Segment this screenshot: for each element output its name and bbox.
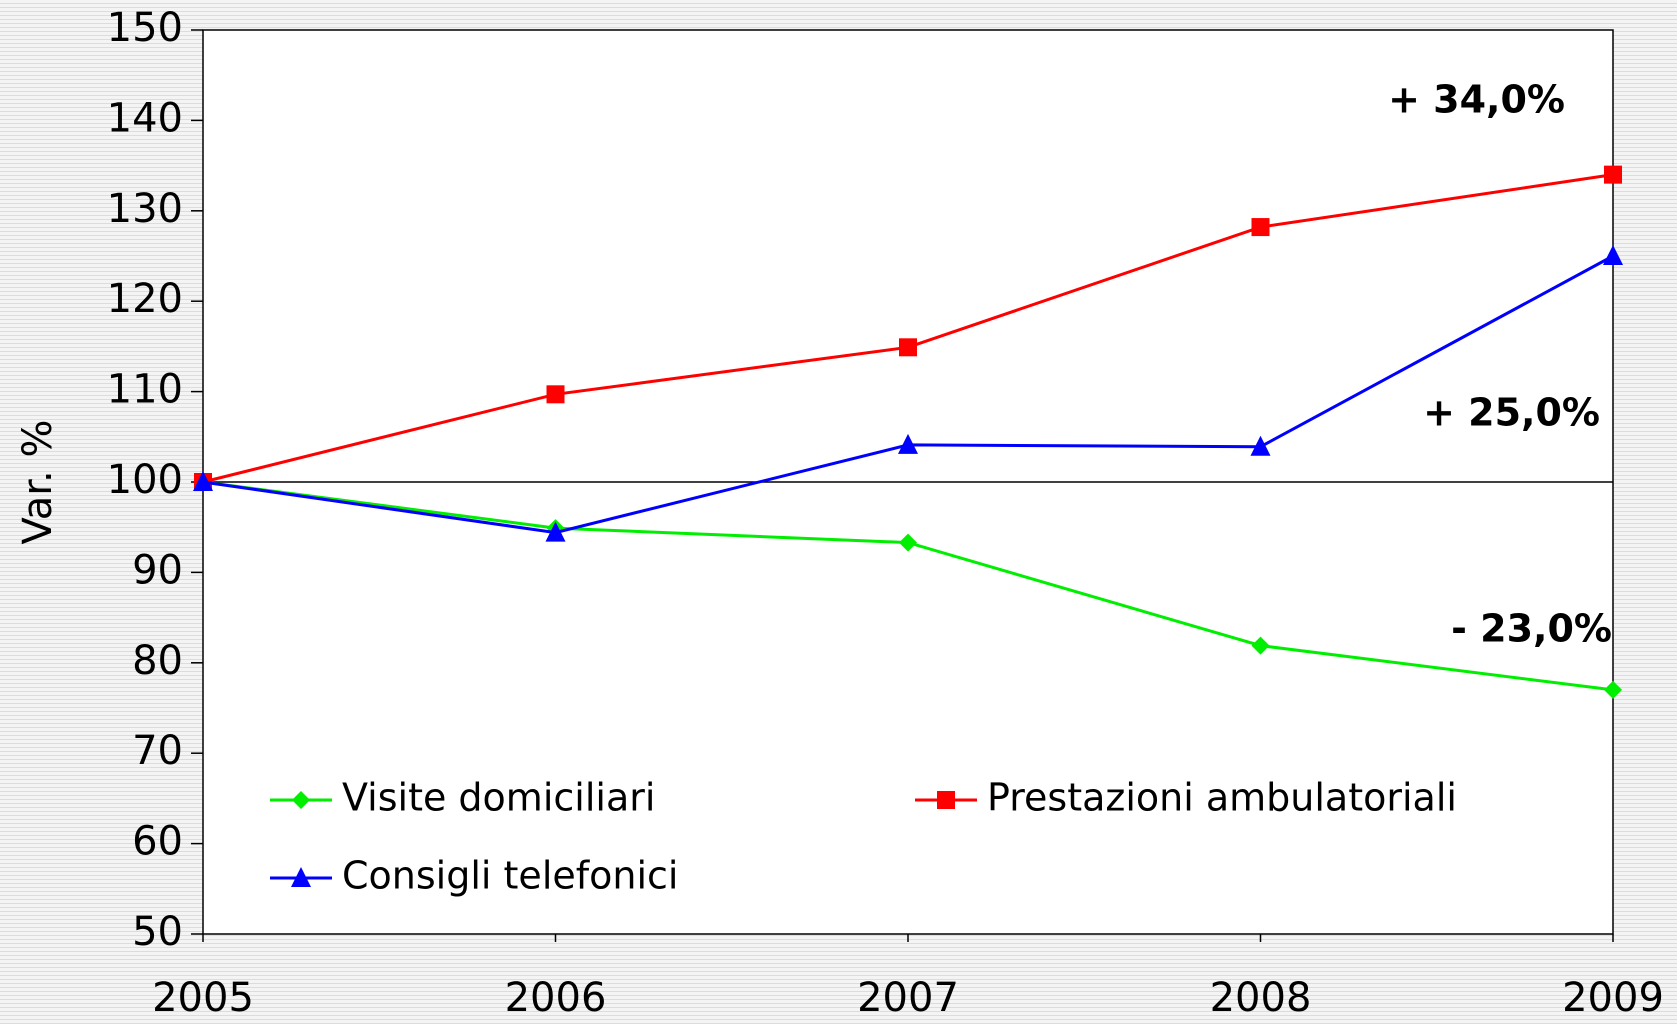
- y-tick-label: 130: [107, 186, 183, 232]
- annotation: - 23,0%: [1451, 607, 1612, 651]
- marker: [937, 791, 955, 809]
- x-tick-label: 2008: [1210, 975, 1312, 1021]
- y-tick-label: 150: [107, 5, 183, 51]
- marker: [1251, 636, 1270, 655]
- y-tick-label: 120: [107, 276, 183, 322]
- marker: [898, 433, 918, 454]
- annotation: + 34,0%: [1388, 78, 1565, 122]
- marker: [291, 867, 311, 887]
- x-tick-label: 2009: [1562, 975, 1664, 1021]
- y-tick-label: 60: [132, 819, 183, 865]
- marker: [546, 385, 565, 404]
- y-axis-label: Var. %: [15, 420, 61, 545]
- y-tick-label: 80: [132, 638, 183, 684]
- x-tick-label: 2005: [152, 975, 254, 1021]
- y-tick-label: 110: [107, 367, 183, 413]
- y-tick-label: 100: [107, 457, 183, 503]
- legend-label: Visite domiciliari: [342, 776, 655, 820]
- marker: [1604, 680, 1622, 699]
- y-tick-label: 50: [132, 909, 183, 955]
- marker: [1250, 435, 1271, 456]
- marker: [899, 338, 917, 357]
- marker: [193, 471, 213, 491]
- legend-label: Prestazioni ambulatoriali: [987, 776, 1457, 820]
- legend-label: Consigli telefonici: [342, 854, 678, 898]
- x-tick-label: 2006: [505, 975, 607, 1021]
- marker: [899, 533, 917, 552]
- x-tick-label: 2007: [857, 975, 959, 1021]
- y-tick-label: 140: [107, 95, 183, 141]
- y-tick-label: 90: [132, 547, 183, 593]
- annotation: + 25,0%: [1423, 391, 1600, 435]
- y-tick-label: 70: [132, 728, 183, 774]
- marker: [1603, 245, 1623, 265]
- marker: [1251, 218, 1270, 237]
- marker: [292, 791, 310, 809]
- marker: [545, 521, 566, 542]
- marker: [1604, 165, 1622, 184]
